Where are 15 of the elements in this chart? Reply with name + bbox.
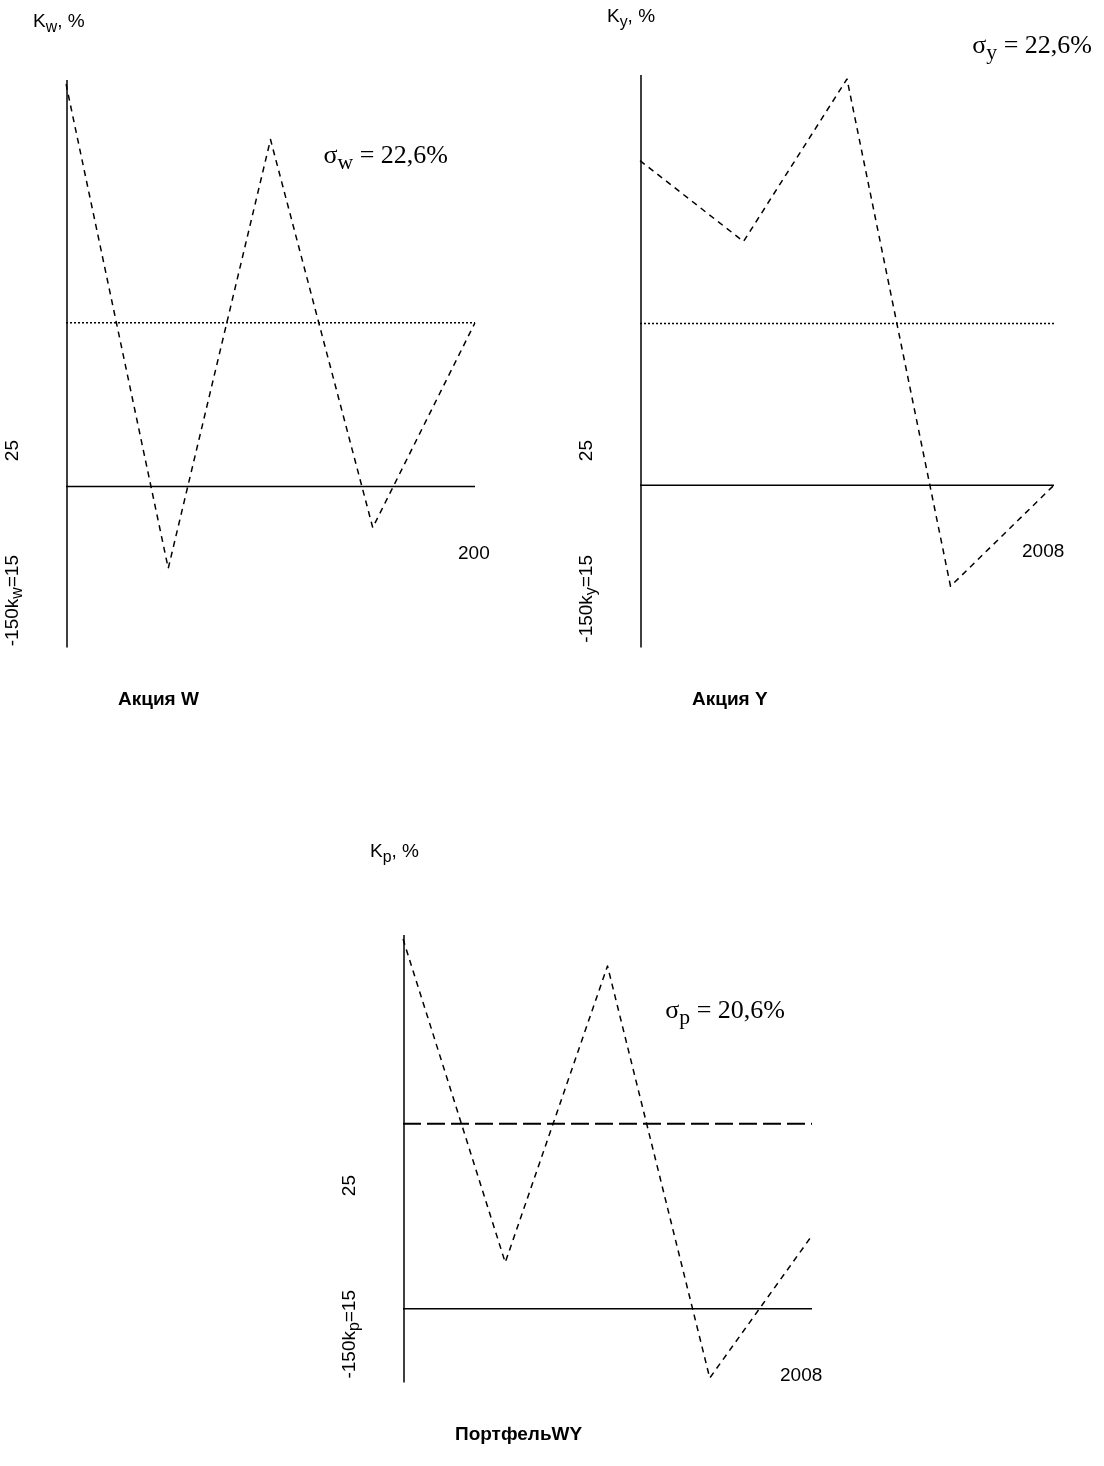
text: 25	[338, 1175, 360, 1197]
text: σ$_{y}$ = 22,6%	[972, 30, 1092, 66]
annotation: 2008	[780, 1363, 823, 1386]
text: 25	[1, 440, 23, 462]
text: ПортфельWY	[455, 1423, 583, 1445]
text: Акция W	[118, 688, 199, 710]
annotation: σ$_{p}$ = 20,6%	[665, 995, 785, 1031]
y-axis-title: K$_{w}$, %	[33, 10, 85, 36]
text: 25	[575, 440, 597, 462]
annotation: σ$_{w}$ = 22,6%	[323, 140, 448, 176]
text: Акция Y	[692, 688, 768, 710]
y-axis-title: K$_{p}$, %	[370, 840, 419, 866]
y-axis-title: K$_{y}$, %	[607, 5, 656, 31]
annotation: 2008	[1022, 540, 1065, 563]
annotation: 200	[458, 541, 490, 564]
